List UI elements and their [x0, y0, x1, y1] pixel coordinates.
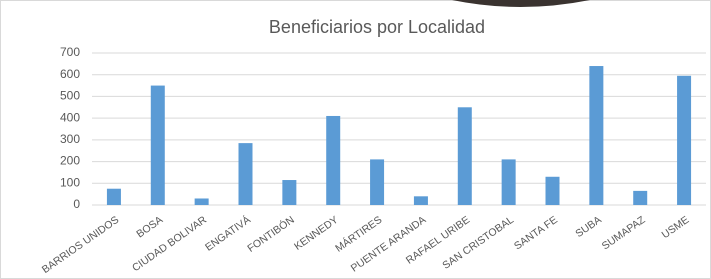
- y-tick-label: 700: [60, 45, 80, 59]
- y-tick-label: 400: [60, 110, 80, 124]
- bar: [502, 159, 516, 205]
- bar: [195, 198, 209, 205]
- bar: [589, 66, 603, 205]
- bar: [546, 177, 560, 205]
- bar: [458, 107, 472, 205]
- bar: [282, 180, 296, 205]
- bar: [107, 189, 121, 205]
- y-tick-label: 600: [60, 67, 80, 81]
- bar: [151, 86, 165, 205]
- bar: [633, 191, 647, 205]
- bar: [239, 143, 253, 205]
- bar: [370, 159, 384, 205]
- bar: [677, 76, 691, 205]
- page: {"chart_data": {"type": "bar", "title": …: [0, 0, 711, 279]
- y-tick-label: 500: [60, 89, 80, 103]
- y-tick-label: 300: [60, 132, 80, 146]
- bar: [326, 116, 340, 205]
- chart: Beneficiarios por Localidad 0 100 200 300 40…: [0, 0, 711, 279]
- y-tick-label: 100: [60, 175, 80, 189]
- chart-title: Beneficiarios por Localidad: [269, 17, 485, 37]
- y-tick-label: 200: [60, 154, 80, 168]
- y-tick-label: 0: [73, 197, 80, 211]
- bar: [414, 196, 428, 205]
